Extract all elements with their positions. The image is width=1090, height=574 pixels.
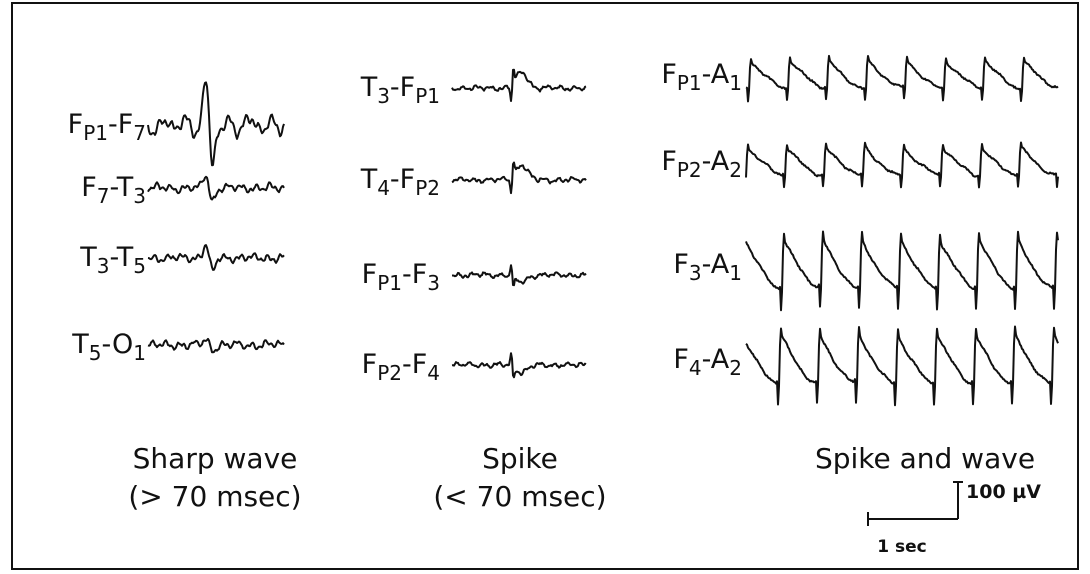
- channel-label: F4-A2: [673, 344, 742, 380]
- label-subscript: 5: [89, 341, 102, 365]
- label-text: -O: [102, 329, 134, 360]
- channel-label: FP1-F7: [68, 109, 146, 145]
- channel-label: F7-T3: [81, 172, 146, 208]
- label-subscript: 1: [729, 71, 742, 95]
- label-subscript: 1: [133, 341, 146, 365]
- label-text: T: [360, 72, 378, 103]
- label-subscript: 2: [729, 158, 742, 182]
- time-label: 1 sec: [877, 537, 926, 557]
- channel-label: FP1-F3: [362, 259, 440, 295]
- eeg-trace: [147, 337, 285, 354]
- label-subscript: 7: [97, 184, 110, 208]
- label-subscript: P1: [377, 271, 402, 295]
- channel-label: FP2-A2: [661, 146, 742, 182]
- label-text: -A: [702, 344, 730, 375]
- label-subscript: 3: [377, 84, 390, 108]
- label-text: T: [79, 242, 97, 273]
- label-text: F: [68, 109, 84, 140]
- amplitude-label: 100 µV: [966, 481, 1041, 503]
- label-subscript: 5: [133, 254, 146, 278]
- label-subscript: 4: [377, 176, 390, 200]
- label-subscript: 7: [133, 121, 146, 145]
- label-subscript: 4: [689, 356, 702, 380]
- eeg-trace: [452, 264, 587, 287]
- label-text: F: [661, 146, 677, 177]
- label-text: F: [362, 259, 378, 290]
- channel-label: T5-O1: [71, 329, 146, 365]
- eeg-trace: [451, 352, 587, 379]
- label-subscript: 2: [729, 356, 742, 380]
- channel-label: F3-A1: [673, 249, 742, 285]
- label-text: -A: [702, 249, 730, 280]
- eeg-trace: [745, 230, 1059, 312]
- channel-label: FP1-A1: [661, 59, 742, 95]
- label-text: F: [661, 59, 677, 90]
- label-subscript: 1: [729, 261, 742, 285]
- label-text: -F: [402, 259, 427, 290]
- caption: Sharp wave: [133, 442, 298, 475]
- eeg-trace: [451, 68, 587, 102]
- channel-label: FP2-F4: [362, 349, 440, 385]
- label-subscript: P2: [677, 158, 702, 182]
- eeg-trace: [745, 141, 1059, 189]
- channel-label: T3-T5: [79, 242, 146, 278]
- eeg-trace: [451, 161, 587, 195]
- label-subscript: 4: [427, 361, 440, 385]
- eeg-trace: [147, 81, 285, 167]
- label-text: -A: [702, 146, 730, 177]
- label-text: -F: [390, 164, 415, 195]
- eeg-trace: [745, 54, 1059, 103]
- label-text: -T: [110, 242, 134, 273]
- label-subscript: P1: [83, 121, 108, 145]
- caption: Spike: [482, 442, 558, 475]
- label-subscript: 3: [97, 254, 110, 278]
- label-subscript: P2: [415, 176, 440, 200]
- label-subscript: P1: [677, 71, 702, 95]
- label-text: F: [362, 349, 378, 380]
- label-text: -T: [110, 172, 134, 203]
- channel-label: T3-FP1: [360, 72, 440, 108]
- frame: [11, 2, 1079, 570]
- scale-bar: [867, 481, 963, 526]
- label-text: F: [673, 344, 689, 375]
- caption: (< 70 msec): [433, 480, 606, 513]
- label-text: -F: [108, 109, 133, 140]
- eeg-trace: [745, 325, 1059, 407]
- label-text: F: [673, 249, 689, 280]
- label-text: T: [71, 329, 89, 360]
- label-subscript: P1: [415, 84, 440, 108]
- label-subscript: 3: [133, 184, 146, 208]
- label-text: -A: [702, 59, 730, 90]
- caption: (> 70 msec): [128, 480, 301, 513]
- label-text: -F: [390, 72, 415, 103]
- label-text: T: [360, 164, 378, 195]
- caption: Spike and wave: [815, 442, 1035, 475]
- channel-label: T4-FP2: [360, 164, 440, 200]
- label-subscript: 3: [427, 271, 440, 295]
- eeg-trace: [147, 244, 285, 271]
- label-text: -F: [402, 349, 427, 380]
- eeg-trace: [147, 175, 285, 201]
- label-subscript: 3: [689, 261, 702, 285]
- label-subscript: P2: [377, 361, 402, 385]
- label-text: F: [81, 172, 97, 203]
